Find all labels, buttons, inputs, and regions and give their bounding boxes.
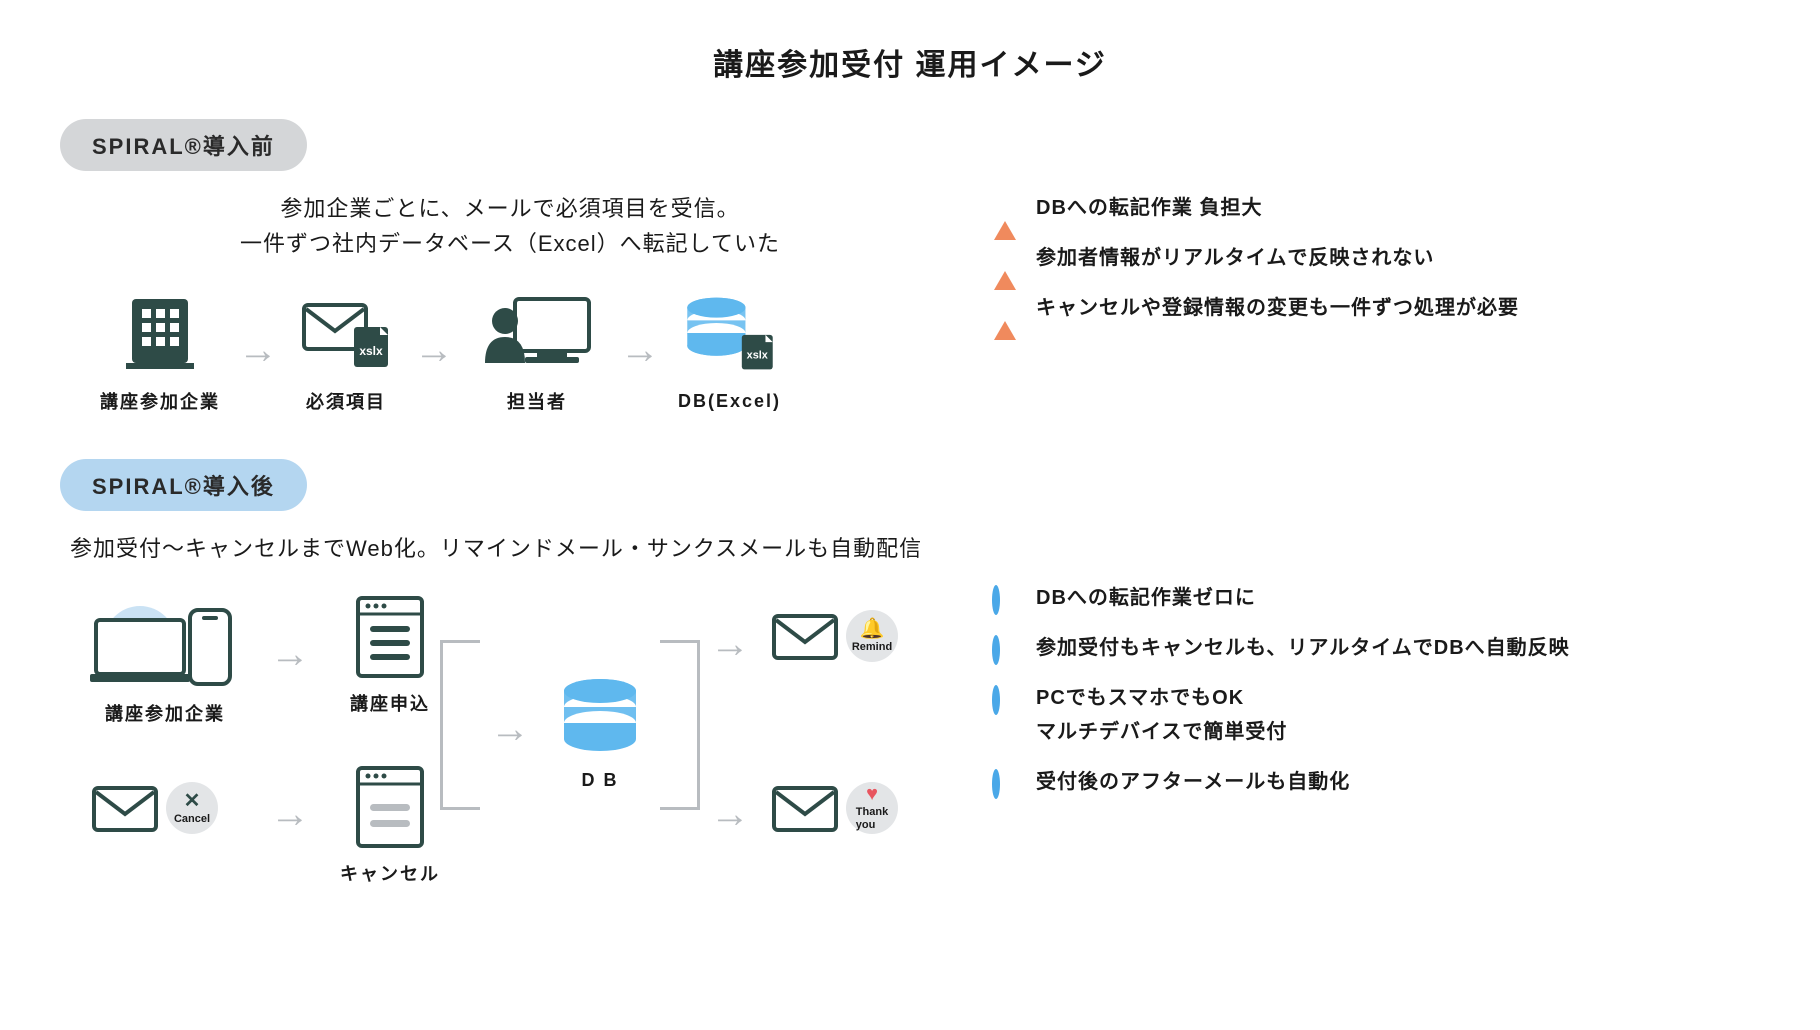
arrow-icon: → xyxy=(270,792,310,837)
mail-remind-icon: 🔔 Remind xyxy=(770,610,898,662)
before-desc: 参加企業ごとに、メールで必須項目を受信。 一件ずつ社内データベース（Excel）… xyxy=(60,191,960,261)
database-icon xyxy=(550,672,650,762)
circle-icon xyxy=(992,585,1000,615)
svg-text:xslx: xslx xyxy=(359,344,383,358)
arrow-icon: → xyxy=(710,622,750,667)
circle-icon xyxy=(992,769,1000,799)
triangle-icon xyxy=(994,249,1016,290)
after-section: SPIRAL®導入後 参加受付～キャンセルまでWeb化。リマインドメール・サンク… xyxy=(60,459,1760,951)
before-flow: 講座参加企業 → xslx 必須項目 xyxy=(60,286,960,414)
arrow-icon: → xyxy=(620,328,660,373)
arrow-icon: → xyxy=(710,792,750,837)
arrow-icon: → xyxy=(238,328,278,373)
mail-xlsx-icon: xslx xyxy=(296,286,396,376)
staff-icon xyxy=(472,286,602,376)
mail-cancel-icon: ✕ Cancel xyxy=(90,782,218,834)
arrow-icon: → xyxy=(490,707,530,752)
triangle-icon xyxy=(994,199,1016,240)
before-section: SPIRAL®導入前 参加企業ごとに、メールで必須項目を受信。 一件ずつ社内デー… xyxy=(60,119,1760,414)
page-title: 講座参加受付 運用イメージ xyxy=(60,40,1760,84)
form-apply-icon xyxy=(340,592,440,682)
circle-icon xyxy=(992,685,1000,715)
circle-icon xyxy=(992,635,1000,665)
before-bullets: DBへの転記作業 負担大 参加者情報がリアルタイムで反映されない キャンセルや登… xyxy=(990,191,1760,325)
after-bullets: DBへの転記作業ゼロに 参加受付もキャンセルも、リアルタイムでDBへ自動反映 P… xyxy=(990,581,1760,799)
before-badge: SPIRAL®導入前 xyxy=(60,119,307,171)
after-desc: 参加受付～キャンセルまでWeb化。リマインドメール・サンクスメールも自動配信 xyxy=(70,531,960,566)
after-flow: 講座参加企業 ✕ Cancel → xyxy=(60,592,960,952)
building-icon xyxy=(110,286,210,376)
arrow-icon: → xyxy=(270,632,310,677)
database-icon: xslx xyxy=(680,289,780,379)
arrow-icon: → xyxy=(414,328,454,373)
svg-text:xslx: xslx xyxy=(746,350,767,362)
after-badge: SPIRAL®導入後 xyxy=(60,459,307,511)
triangle-icon xyxy=(994,299,1016,340)
form-cancel-icon xyxy=(340,762,440,852)
mail-thankyou-icon: ♥ Thankyou xyxy=(770,782,898,834)
devices-icon xyxy=(90,602,240,692)
